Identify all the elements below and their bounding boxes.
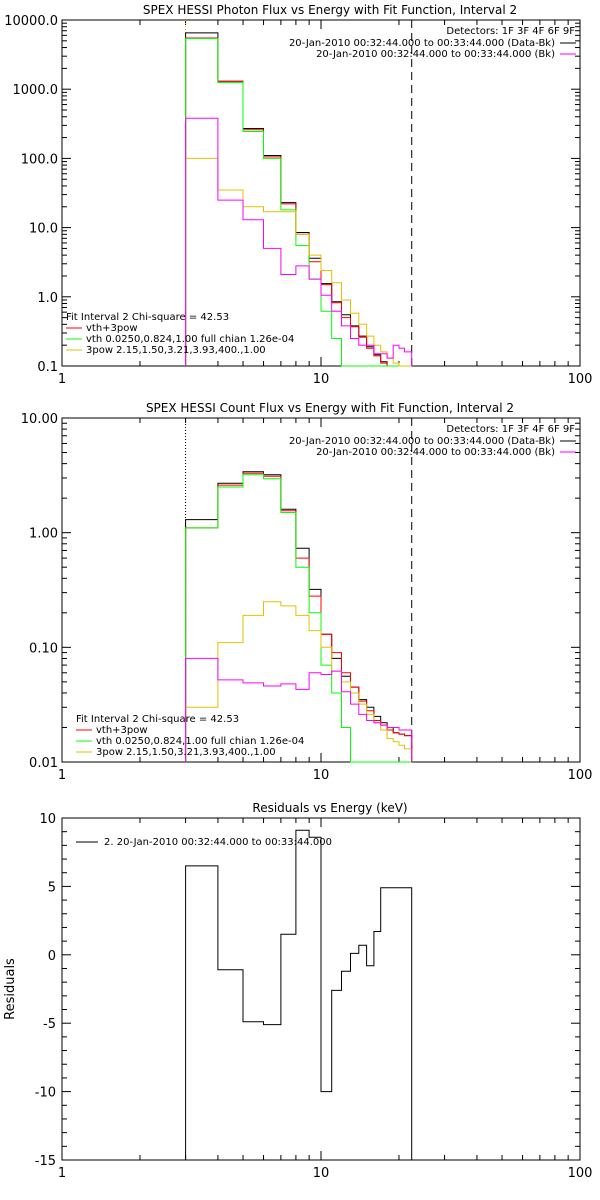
x-tick-label: 10 bbox=[313, 768, 330, 783]
photon-flux-panel: SPEX HESSI Photon Flux vs Energy with Fi… bbox=[4, 3, 592, 387]
histogram-series-4 bbox=[185, 657, 413, 762]
y-tick-label: 1.00 bbox=[29, 527, 58, 542]
x-tick-label: 1 bbox=[58, 372, 66, 387]
x-tick-label: 100 bbox=[568, 768, 593, 783]
histogram-series-2 bbox=[185, 474, 412, 763]
count-flux-fit-label: Fit Interval 2 Chi-square = 42.53 bbox=[76, 714, 239, 725]
residuals-panel: Residuals vs Energy (keV) 1 10 100 10 5 0 -5 -1… bbox=[3, 801, 592, 1181]
y-tick-label: 0.10 bbox=[29, 641, 58, 656]
x-tick-label: 1 bbox=[58, 768, 66, 783]
histogram-series-3 bbox=[185, 601, 413, 762]
count-flux-title: SPEX HESSI Count Flux vs Energy with Fit… bbox=[146, 401, 514, 415]
count-flux-detectors: Detectors: 1F 3F 4F 6F 9F bbox=[446, 424, 575, 435]
count-flux-legend-top: 20-Jan-2010 00:32:44.000 to 00:33:44.000… bbox=[289, 436, 576, 458]
legend-entry: vth+3pow bbox=[86, 323, 138, 334]
count-flux-panel: SPEX HESSI Count Flux vs Energy with Fit… bbox=[21, 401, 593, 783]
histogram-series-1 bbox=[185, 37, 412, 367]
x-tick-label: 1 bbox=[58, 1166, 66, 1181]
photon-flux-legend-top: 20-Jan-2010 00:32:44.000 to 00:33:44.000… bbox=[289, 38, 576, 60]
residuals-series bbox=[185, 829, 413, 1160]
histogram-series-4 bbox=[185, 117, 413, 366]
residuals-legend: 2. 20-Jan-2010 00:32:44.000 to 00:33:44.… bbox=[76, 837, 332, 848]
y-tick-label: 1.0 bbox=[37, 291, 58, 306]
photon-flux-title: SPEX HESSI Photon Flux vs Energy with Fi… bbox=[143, 3, 517, 17]
x-tick-label: 100 bbox=[568, 1166, 593, 1181]
legend-entry: vth 0.0250,0.824,1.00 full chian 1.26e-0… bbox=[86, 334, 294, 345]
photon-flux-fit-label: Fit Interval 2 Chi-square = 42.53 bbox=[66, 312, 229, 323]
y-tick-label: -5 bbox=[43, 1017, 56, 1032]
legend-entry: vth 0.0250,0.824,1.00 full chian 1.26e-0… bbox=[96, 736, 304, 747]
residuals-title: Residuals vs Energy (keV) bbox=[252, 801, 407, 815]
legend-entry: 20-Jan-2010 00:32:44.000 to 00:33:44.000… bbox=[316, 447, 555, 458]
y-tick-label: 0.1 bbox=[37, 360, 58, 375]
y-tick-label: -15 bbox=[35, 1154, 56, 1169]
legend-entry: 3pow 2.15,1.50,3.21,3.93,400.,1.00 bbox=[96, 747, 276, 758]
y-tick-label: 0 bbox=[48, 949, 56, 964]
residuals-ylabel: Residuals bbox=[3, 958, 18, 1020]
count-flux-ticks: 1 10 100 0.01 0.10 1.00 10.00 bbox=[21, 412, 593, 783]
legend-entry: 2. 20-Jan-2010 00:32:44.000 to 00:33:44.… bbox=[104, 837, 332, 848]
legend-entry: 3pow 2.15,1.50,3.21,3.93,400.,1.00 bbox=[86, 345, 266, 356]
y-tick-label: 100.0 bbox=[21, 152, 58, 167]
photon-flux-ticks: 1 10 100 0.1 1.0 10.0 100.0 1000.0 10000.0 bbox=[4, 14, 592, 387]
y-tick-label: 10000.0 bbox=[4, 14, 58, 29]
histogram-series-0 bbox=[185, 829, 413, 1160]
residuals-ticks: 1 10 100 10 5 0 -5 -10 -15 bbox=[35, 812, 593, 1181]
y-tick-label: 10.0 bbox=[29, 222, 58, 237]
y-tick-label: 1000.0 bbox=[13, 83, 59, 98]
count-flux-series bbox=[185, 418, 413, 763]
x-tick-label: 10 bbox=[313, 1166, 330, 1181]
y-tick-label: 5 bbox=[48, 880, 56, 895]
x-tick-label: 100 bbox=[568, 372, 593, 387]
legend-entry: 20-Jan-2010 00:32:44.000 to 00:33:44.000… bbox=[289, 38, 555, 49]
histogram-series-0 bbox=[185, 32, 412, 367]
y-tick-label: 10 bbox=[39, 812, 56, 827]
photon-flux-detectors: Detectors: 1F 3F 4F 6F 9F bbox=[446, 26, 575, 37]
photon-flux-series bbox=[185, 20, 413, 367]
y-tick-label: -10 bbox=[35, 1086, 56, 1101]
y-tick-label: 10.00 bbox=[21, 412, 58, 427]
legend-entry: 20-Jan-2010 00:32:44.000 to 00:33:44.000… bbox=[289, 436, 555, 447]
legend-entry: 20-Jan-2010 00:32:44.000 to 00:33:44.000… bbox=[316, 49, 555, 60]
y-tick-label: 0.01 bbox=[29, 756, 58, 771]
x-tick-label: 10 bbox=[313, 372, 330, 387]
legend-entry: vth+3pow bbox=[96, 725, 148, 736]
